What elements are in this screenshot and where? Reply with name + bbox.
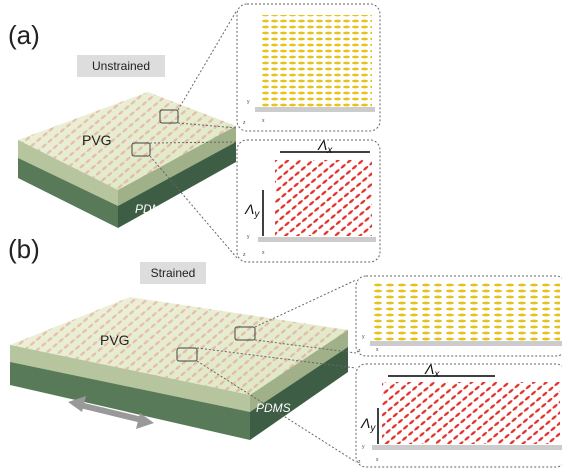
film-label: PVG <box>82 132 112 148</box>
panel-label: (a) <box>8 20 40 50</box>
panel-label: (b) <box>8 234 40 264</box>
inset: Λx Λy y z x <box>356 361 562 467</box>
state-label: Strained <box>151 266 196 280</box>
slab <box>10 297 348 440</box>
state-label: Unstrained <box>92 59 150 73</box>
inset: y z x <box>237 4 380 131</box>
inset: y z x <box>356 276 562 356</box>
substrate-label: PDMS <box>256 401 291 415</box>
inset: Λx Λy y z x <box>237 137 380 262</box>
figure: (a) Unstrained PVG PDMS y z x Λx Λy y z … <box>0 0 562 470</box>
film-label: PVG <box>100 332 130 348</box>
slab <box>18 92 236 228</box>
substrate-label: PDMS <box>135 202 170 216</box>
